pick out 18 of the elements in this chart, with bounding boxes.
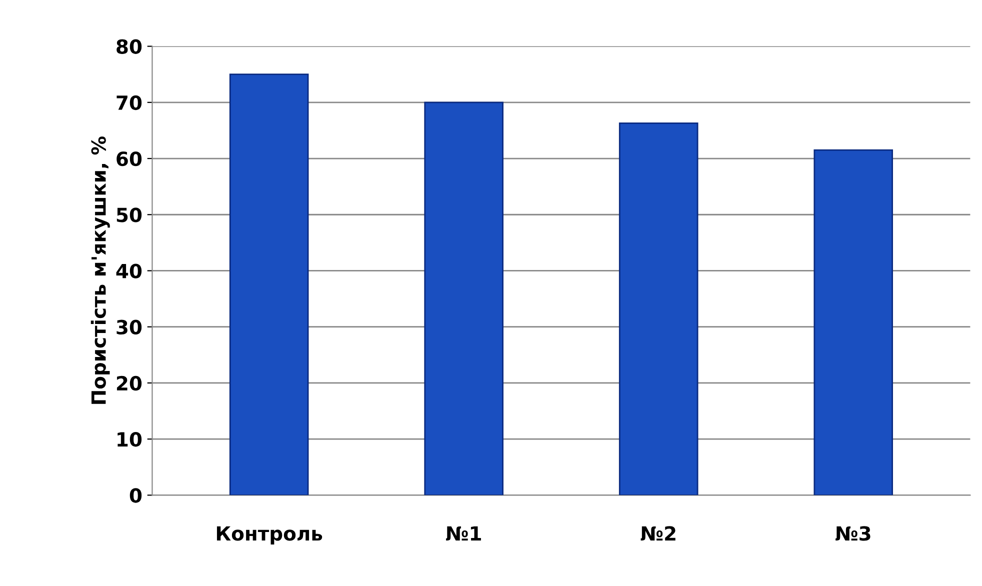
y-tick-label: 10 [118, 432, 142, 447]
y-tick-label: 20 [116, 376, 142, 391]
y-tick-label: 60 [116, 151, 142, 166]
bar [618, 122, 698, 496]
x-tick-label: №2 [640, 526, 676, 540]
y-tick-label: 70 [116, 95, 142, 110]
x-tick-label: №3 [836, 526, 870, 541]
bar [229, 74, 309, 496]
x-tick-label: Контроль [216, 526, 322, 545]
x-tick-label: №1 [446, 526, 481, 540]
y-tick-label: 80 [116, 39, 142, 54]
y-tick-label: 50 [116, 208, 142, 222]
bar [424, 102, 504, 496]
y-axis-title: Пористість м'якушки, % [90, 136, 110, 404]
bar [814, 149, 894, 496]
y-tick-label: 0 [130, 488, 142, 503]
y-tick-label: 30 [116, 320, 142, 335]
y-tick-label: 40 [116, 264, 142, 278]
